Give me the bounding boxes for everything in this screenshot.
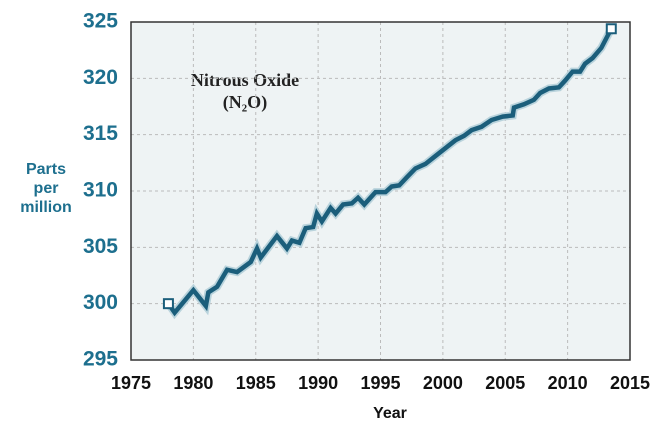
y-axis-label: Parts	[26, 161, 66, 178]
x-tick-label: 1975	[111, 373, 151, 393]
x-tick-label: 1990	[298, 373, 338, 393]
y-tick-label: 320	[83, 66, 118, 89]
annotation: (N₂O)	[223, 92, 267, 113]
y-axis-label: million	[20, 199, 72, 216]
y-tick-label: 305	[83, 235, 118, 258]
line	[166, 27, 614, 317]
y-tick-label: 325	[83, 10, 118, 33]
x-tick-label: 2000	[423, 373, 463, 393]
y-tick-label: 315	[83, 122, 118, 145]
x-tick-label: 1985	[236, 373, 276, 393]
y-tick-label: 295	[83, 348, 118, 371]
plot-border	[130, 21, 631, 361]
y-axis-label: per	[34, 180, 59, 197]
x-tick-label: 2005	[485, 373, 525, 393]
endpoint-marker	[605, 23, 617, 35]
x-tick-label: 2015	[610, 373, 650, 393]
y-tick-label: 300	[83, 291, 118, 314]
y-tick-label: 310	[83, 179, 118, 202]
x-tick-label: 1995	[360, 373, 400, 393]
x-tick-label: 1980	[173, 373, 213, 393]
x-tick-label: 2010	[548, 373, 588, 393]
x-axis-label: Year	[373, 405, 407, 422]
annotation: Nitrous Oxide	[191, 70, 299, 90]
endpoint-marker	[162, 298, 174, 310]
